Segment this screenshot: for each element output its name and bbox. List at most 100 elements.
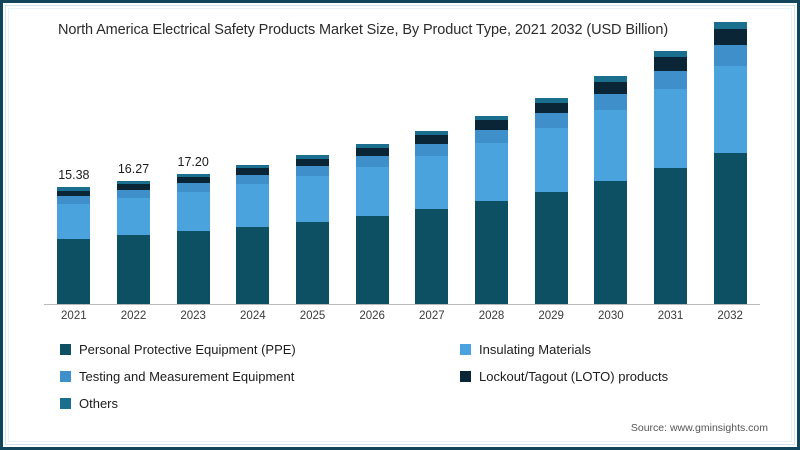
x-axis-line bbox=[44, 304, 760, 305]
bar-segment bbox=[57, 196, 91, 204]
bar-segment bbox=[534, 102, 568, 114]
bar-segment bbox=[296, 155, 329, 159]
bar-segment bbox=[415, 131, 449, 136]
bar-segment bbox=[415, 135, 449, 145]
x-tick-2026: 2026 bbox=[359, 310, 385, 322]
legend-swatch-icon bbox=[60, 344, 71, 355]
bar-segment bbox=[296, 166, 329, 177]
bar-2025 bbox=[296, 155, 329, 304]
bar-segment bbox=[57, 187, 91, 191]
x-tick-2027: 2027 bbox=[419, 310, 445, 322]
bar-segment bbox=[475, 129, 508, 144]
bar-2028 bbox=[475, 115, 508, 304]
bar-data-label: 17.20 bbox=[177, 154, 209, 169]
bar-2026 bbox=[355, 144, 389, 304]
legend-swatch-icon bbox=[60, 371, 71, 382]
bar-segment bbox=[594, 81, 628, 94]
bar-segment bbox=[475, 115, 508, 121]
bar-segment bbox=[415, 156, 449, 210]
bar-segment bbox=[713, 65, 747, 154]
bar-segment bbox=[236, 184, 270, 227]
bar-segment bbox=[594, 93, 628, 111]
x-tick-2030: 2030 bbox=[598, 310, 624, 322]
bar-segment bbox=[296, 221, 329, 304]
bar-segment bbox=[713, 153, 747, 304]
legend-item[interactable]: Others bbox=[60, 396, 460, 411]
bar-segment bbox=[57, 190, 91, 197]
chart-title: North America Electrical Safety Products… bbox=[58, 22, 669, 38]
legend-swatch-icon bbox=[60, 398, 71, 409]
legend-item[interactable]: Insulating Materials bbox=[460, 342, 591, 357]
bar-segment bbox=[236, 164, 270, 169]
bar-segment bbox=[415, 144, 449, 157]
legend-item[interactable]: Lockout/Tagout (LOTO) products bbox=[460, 369, 668, 384]
legend-swatch-icon bbox=[460, 371, 471, 382]
legend-label: Lockout/Tagout (LOTO) products bbox=[479, 369, 669, 384]
bar-segment bbox=[176, 173, 210, 177]
bar-segment bbox=[117, 235, 150, 304]
bar-segment bbox=[176, 182, 210, 192]
bar-segment bbox=[176, 176, 210, 183]
bar-segment bbox=[355, 216, 389, 304]
bar-segment bbox=[236, 226, 270, 304]
bar-segment bbox=[296, 176, 329, 222]
bar-segment bbox=[534, 191, 568, 304]
bar-segment bbox=[654, 57, 687, 71]
bar-segment bbox=[176, 191, 210, 232]
bar-2021 bbox=[57, 187, 91, 304]
bar-segment bbox=[713, 44, 747, 66]
bar-segment bbox=[594, 76, 628, 82]
legend-row: Personal Protective Equipment (PPE) Insul… bbox=[60, 336, 750, 363]
x-tick-2028: 2028 bbox=[478, 310, 505, 322]
source-attribution: Source: www.gminsights.com bbox=[630, 422, 768, 434]
bar-segment bbox=[713, 29, 747, 45]
bar-segment bbox=[475, 120, 508, 130]
legend-label: Personal Protective Equipment (PPE) bbox=[79, 342, 296, 357]
bar-segment bbox=[117, 180, 150, 184]
legend-label: Others bbox=[79, 396, 119, 411]
x-tick-2021: 2021 bbox=[61, 310, 87, 322]
bar-2031 bbox=[654, 50, 687, 304]
bar-segment bbox=[534, 128, 568, 192]
bar-segment bbox=[475, 143, 508, 202]
bar-2023 bbox=[176, 173, 210, 304]
bar-segment bbox=[594, 110, 628, 181]
legend-label: Testing and Measurement Equipment bbox=[79, 369, 295, 384]
bar-segment bbox=[415, 209, 449, 304]
chart-legend: Personal Protective Equipment (PPE) Insul… bbox=[60, 336, 750, 417]
bar-2022 bbox=[117, 180, 150, 304]
bar-2030 bbox=[594, 76, 628, 304]
bar-segment bbox=[176, 231, 210, 304]
bar-2024 bbox=[236, 164, 270, 304]
legend-swatch-icon bbox=[460, 344, 471, 355]
bar-segment bbox=[117, 183, 150, 190]
bar-segment bbox=[355, 148, 389, 157]
legend-item[interactable]: Testing and Measurement Equipment bbox=[60, 369, 460, 384]
bar-2029 bbox=[534, 97, 568, 304]
bar-segment bbox=[296, 158, 329, 167]
bar-segment bbox=[117, 197, 150, 236]
x-axis-tick-labels: 2021 2022 2023 2024 2025 2026 2027 2028 2029 2030… bbox=[44, 310, 760, 328]
bar-segment bbox=[236, 174, 270, 185]
legend-row: Testing and Measurement Equipment Lockout… bbox=[60, 363, 750, 390]
bar-2027 bbox=[415, 131, 449, 304]
bar-data-label: 16.27 bbox=[117, 161, 150, 176]
x-tick-2032: 2032 bbox=[717, 310, 743, 322]
bar-segment bbox=[117, 189, 150, 198]
x-tick-2024: 2024 bbox=[240, 310, 266, 322]
legend-item[interactable]: Personal Protective Equipment (PPE) bbox=[60, 342, 460, 357]
bar-segment bbox=[236, 168, 270, 175]
bar-segment bbox=[654, 89, 687, 168]
bar-data-label: 15.38 bbox=[58, 168, 90, 183]
legend-row: Others bbox=[60, 390, 750, 417]
bar-2032 bbox=[713, 21, 747, 304]
bar-segment bbox=[654, 70, 687, 90]
bar-segment bbox=[713, 21, 747, 30]
plot-area: 15.38 16.27 17.20 bbox=[44, 21, 760, 305]
bar-segment bbox=[57, 203, 91, 239]
bar-segment bbox=[57, 238, 91, 304]
legend-label: Insulating Materials bbox=[479, 342, 591, 357]
bar-segment bbox=[355, 167, 389, 217]
bar-segment bbox=[355, 144, 389, 149]
